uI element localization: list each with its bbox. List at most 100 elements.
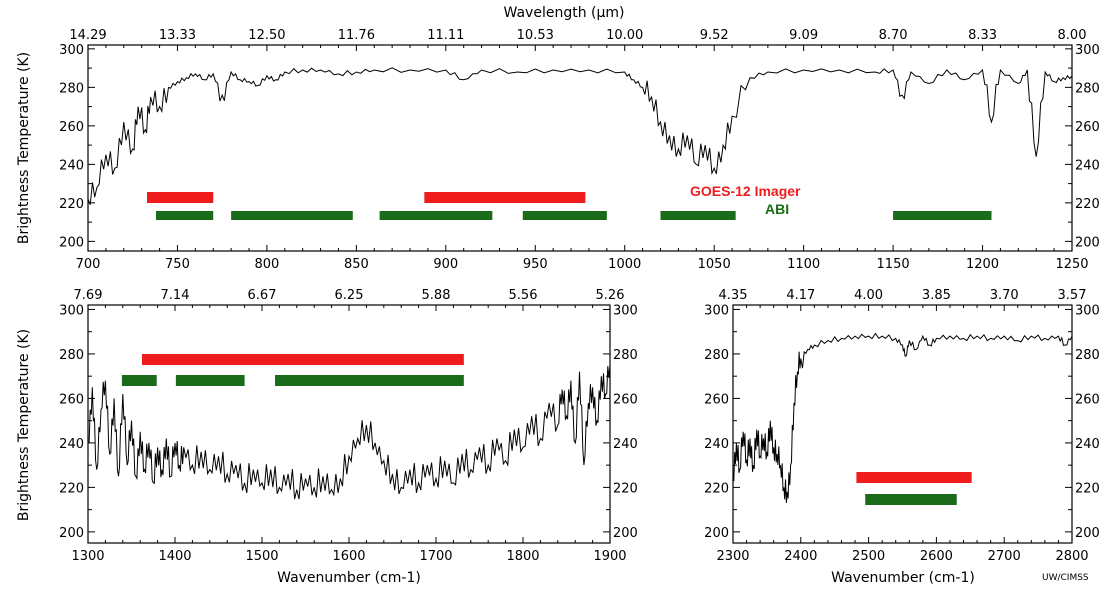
top-tick-label: 4.17	[786, 288, 815, 303]
x-tick-label: 2300	[716, 549, 749, 564]
x-tick-label: 1250	[1055, 257, 1088, 272]
top-tick-label: 3.57	[1058, 288, 1087, 303]
legend-abi-label: ABI	[765, 201, 789, 217]
panel-bottom-left: Brightness Temperature (K) Wavenumber (c…	[16, 288, 638, 586]
y-tick-label-right: 260	[1075, 392, 1100, 407]
top-tick-label: 8.70	[879, 28, 908, 43]
y-tick-label-right: 200	[613, 526, 638, 541]
y-tick-label: 300	[704, 303, 729, 318]
top-tick-label: 4.00	[854, 288, 883, 303]
ticks-bottom-right: 2300 4.35 2400 4.17 2500 4.00 2600 3.85 2700 3.70…	[704, 288, 1100, 564]
x-tick-label: 900	[433, 257, 458, 272]
x-tick-label: 800	[254, 257, 279, 272]
spectrum-line-bottom-right	[732, 332, 1073, 504]
y-axis-label-bottom-left: Brightness Temperature (K)	[16, 329, 32, 521]
x-tick-label: 1700	[419, 549, 452, 564]
x-tick-label: 950	[523, 257, 548, 272]
y-tick-label-right: 280	[1075, 81, 1100, 96]
abi-band-bar	[155, 211, 214, 220]
y-tick-label: 200	[59, 526, 84, 541]
top-tick-label: 10.00	[606, 28, 643, 43]
abi-band-bar	[231, 211, 353, 220]
abi-band-bar	[522, 211, 607, 220]
x-tick-label: 1150	[877, 257, 910, 272]
y-tick-label: 220	[59, 481, 84, 496]
y-tick-label-right: 300	[1075, 43, 1100, 58]
top-tick-label: 7.14	[161, 288, 190, 303]
abi-band-bar	[660, 211, 736, 220]
panel-top: Wavelength (µm) Brightness Temperature (…	[16, 5, 1100, 272]
top-tick-label: 7.69	[74, 288, 103, 303]
y-tick-label: 260	[704, 392, 729, 407]
y-tick-label-right: 200	[1075, 526, 1100, 541]
y-tick-label-right: 220	[1075, 481, 1100, 496]
top-tick-label: 9.52	[700, 28, 729, 43]
x-tick-label: 850	[344, 257, 369, 272]
y-tick-label-right: 240	[1075, 158, 1100, 173]
y-tick-label: 280	[59, 81, 84, 96]
y-tick-label-right: 280	[1075, 348, 1100, 363]
x-tick-label: 700	[76, 257, 101, 272]
y-tick-label: 220	[59, 197, 84, 212]
top-tick-label: 3.70	[990, 288, 1019, 303]
band-bars-top	[147, 192, 992, 220]
x-tick-label: 1800	[506, 549, 539, 564]
goes-band-bar	[141, 354, 464, 365]
top-tick-label: 5.56	[509, 288, 538, 303]
y-tick-label: 300	[59, 43, 84, 58]
top-tick-label: 5.88	[422, 288, 451, 303]
spectrum-line-bottom-left	[87, 365, 611, 500]
y-tick-label: 200	[59, 235, 84, 250]
x-tick-label: 1900	[593, 549, 626, 564]
abi-band-bar	[865, 494, 957, 505]
x-tick-label: 1200	[966, 257, 999, 272]
top-tick-label: 10.53	[517, 28, 554, 43]
spectrum-line-top	[87, 67, 1073, 205]
goes-band-bar	[147, 192, 214, 203]
top-tick-label: 3.85	[922, 288, 951, 303]
top-wavelength-label: Wavelength (µm)	[504, 5, 625, 21]
band-bars-bottom-left	[121, 354, 464, 386]
top-tick-label: 12.50	[248, 28, 285, 43]
y-tick-label: 280	[704, 348, 729, 363]
x-tick-label: 1600	[332, 549, 365, 564]
top-tick-label: 6.25	[335, 288, 364, 303]
panel-bottom-right: Wavenumber (cm-1) 2300 4.35 2400 4.17 2500 4.…	[704, 288, 1100, 586]
y-tick-label-right: 300	[613, 303, 638, 318]
y-tick-label-right: 200	[1075, 235, 1100, 250]
x-tick-label: 2600	[920, 549, 953, 564]
plot-frame-bottom-right	[732, 304, 1073, 544]
top-tick-label: 6.67	[248, 288, 277, 303]
abi-band-bar	[175, 375, 245, 386]
x-tick-label: 1500	[245, 549, 278, 564]
y-tick-label-right: 260	[1075, 120, 1100, 135]
plot-frame-top	[87, 44, 1073, 252]
y-tick-label: 240	[59, 158, 84, 173]
y-tick-label: 240	[704, 437, 729, 452]
y-tick-label-right: 240	[613, 437, 638, 452]
x-tick-label: 2400	[784, 549, 817, 564]
x-tick-label: 1400	[158, 549, 191, 564]
x-axis-label-bottom-right: Wavenumber (cm-1)	[831, 570, 975, 586]
x-tick-label: 1300	[71, 549, 104, 564]
top-tick-label: 11.76	[338, 28, 375, 43]
y-tick-label-right: 220	[613, 481, 638, 496]
x-tick-label: 2800	[1055, 549, 1088, 564]
plot-frame-bottom-left	[87, 304, 611, 544]
y-tick-label: 220	[704, 481, 729, 496]
y-tick-label: 300	[59, 303, 84, 318]
abi-band-bar	[275, 375, 464, 386]
x-tick-label: 1000	[608, 257, 641, 272]
y-axis-label-top: Brightness Temperature (K)	[16, 52, 32, 244]
x-axis-label-bottom-left: Wavenumber (cm-1)	[277, 570, 421, 586]
top-tick-label: 13.33	[159, 28, 196, 43]
credit-label: UW/CIMSS	[1042, 573, 1089, 583]
abi-band-bar	[121, 375, 157, 386]
goes-band-bar	[424, 192, 586, 203]
top-tick-label: 5.26	[596, 288, 625, 303]
top-tick-label: 14.29	[69, 28, 106, 43]
ticks-bottom-left: 1300 7.69 1400 7.14 1500 6.67 1600 6.25 1700 5.88…	[59, 288, 638, 564]
top-tick-label: 9.09	[789, 28, 818, 43]
top-tick-label: 4.35	[719, 288, 748, 303]
x-tick-label: 2500	[852, 549, 885, 564]
